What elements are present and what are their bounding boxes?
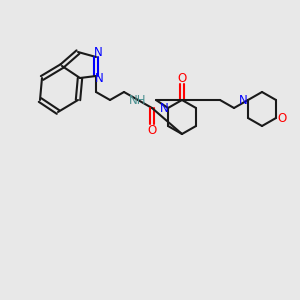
Text: O: O: [147, 124, 157, 136]
Text: N: N: [94, 71, 103, 85]
Text: N: N: [238, 94, 247, 106]
Text: O: O: [278, 112, 286, 124]
Text: NH: NH: [129, 94, 147, 106]
Text: N: N: [160, 101, 168, 115]
Text: O: O: [177, 73, 187, 85]
Text: N: N: [94, 46, 102, 59]
